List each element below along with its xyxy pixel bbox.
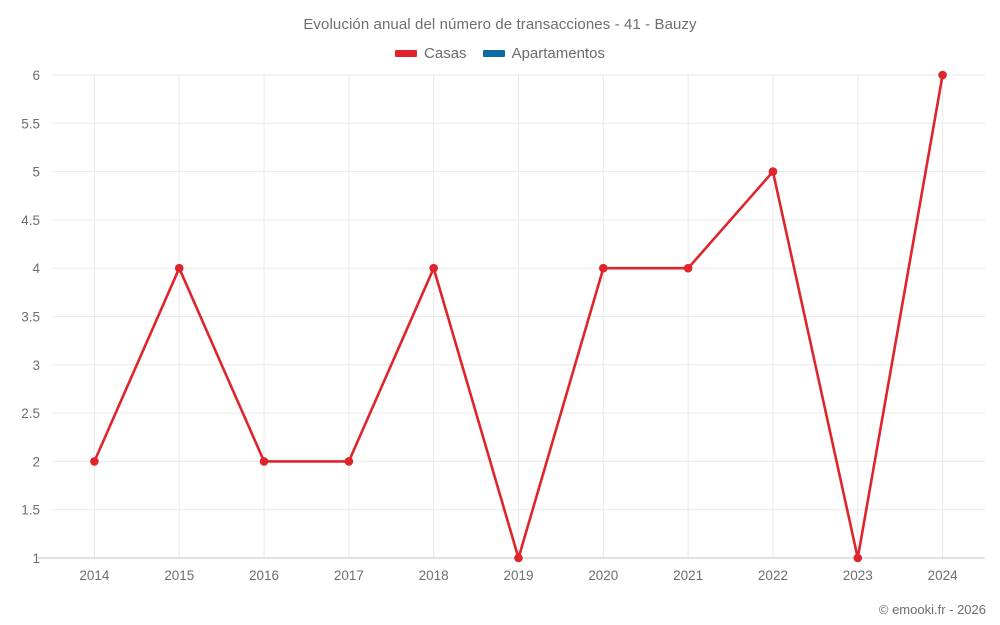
data-point-casas[interactable] <box>938 70 947 80</box>
y-axis-tick-label: 2.5 <box>21 406 40 421</box>
data-point-casas[interactable] <box>174 263 184 273</box>
x-axis-tick-label: 2016 <box>249 568 279 583</box>
data-point-casas[interactable] <box>514 553 523 563</box>
y-axis-tick-label: 5 <box>32 165 40 180</box>
x-axis-tick-label: 2024 <box>928 568 959 583</box>
data-point-casas[interactable] <box>853 553 863 563</box>
chart-title: Evolución anual del número de transaccio… <box>303 16 697 33</box>
data-point-casas[interactable] <box>683 263 693 273</box>
copyright-credit: © emooki.fr - 2026 <box>878 602 986 617</box>
y-axis-tick-label: 3.5 <box>21 310 40 325</box>
y-axis-tick-label: 5.5 <box>21 116 40 131</box>
legend-item-apartamentos[interactable]: Apartamentos <box>482 45 605 62</box>
x-axis-tick-label: 2021 <box>673 568 703 583</box>
x-axis-tick-label: 2022 <box>758 568 788 583</box>
data-point-casas[interactable] <box>599 263 608 273</box>
y-axis-tick-label: 6 <box>32 68 40 83</box>
x-axis-tick-label: 2017 <box>334 568 364 583</box>
data-point-casas[interactable] <box>259 457 269 466</box>
legend-label-casas: Casas <box>424 45 467 62</box>
y-axis-tick-label: 4 <box>32 261 40 276</box>
data-point-casas[interactable] <box>768 167 778 176</box>
legend-swatch-casas <box>395 50 418 57</box>
y-axis-tick-label: 1.5 <box>21 503 40 518</box>
x-axis-tick-label: 2014 <box>79 568 110 583</box>
y-axis-tick-label: 1 <box>32 551 40 566</box>
y-axis-tick-label: 4.5 <box>21 213 40 228</box>
x-axis-tick-label: 2015 <box>164 568 194 583</box>
legend-item-casas[interactable]: Casas <box>395 45 467 62</box>
chart-legend: Casas Apartamentos <box>0 45 1000 62</box>
data-point-casas[interactable] <box>429 263 438 273</box>
y-axis-tick-label: 3 <box>32 358 40 373</box>
x-axis-tick-label: 2020 <box>588 568 618 583</box>
x-axis-tick-label: 2019 <box>503 568 533 583</box>
x-axis-tick-label: 2018 <box>419 568 449 583</box>
x-axis-tick-label: 2023 <box>843 568 873 583</box>
data-point-casas[interactable] <box>344 457 354 466</box>
y-axis-tick-label: 2 <box>32 454 40 469</box>
data-point-casas[interactable] <box>90 457 99 466</box>
legend-swatch-apartamentos <box>482 50 505 57</box>
legend-label-apartamentos: Apartamentos <box>511 45 605 62</box>
